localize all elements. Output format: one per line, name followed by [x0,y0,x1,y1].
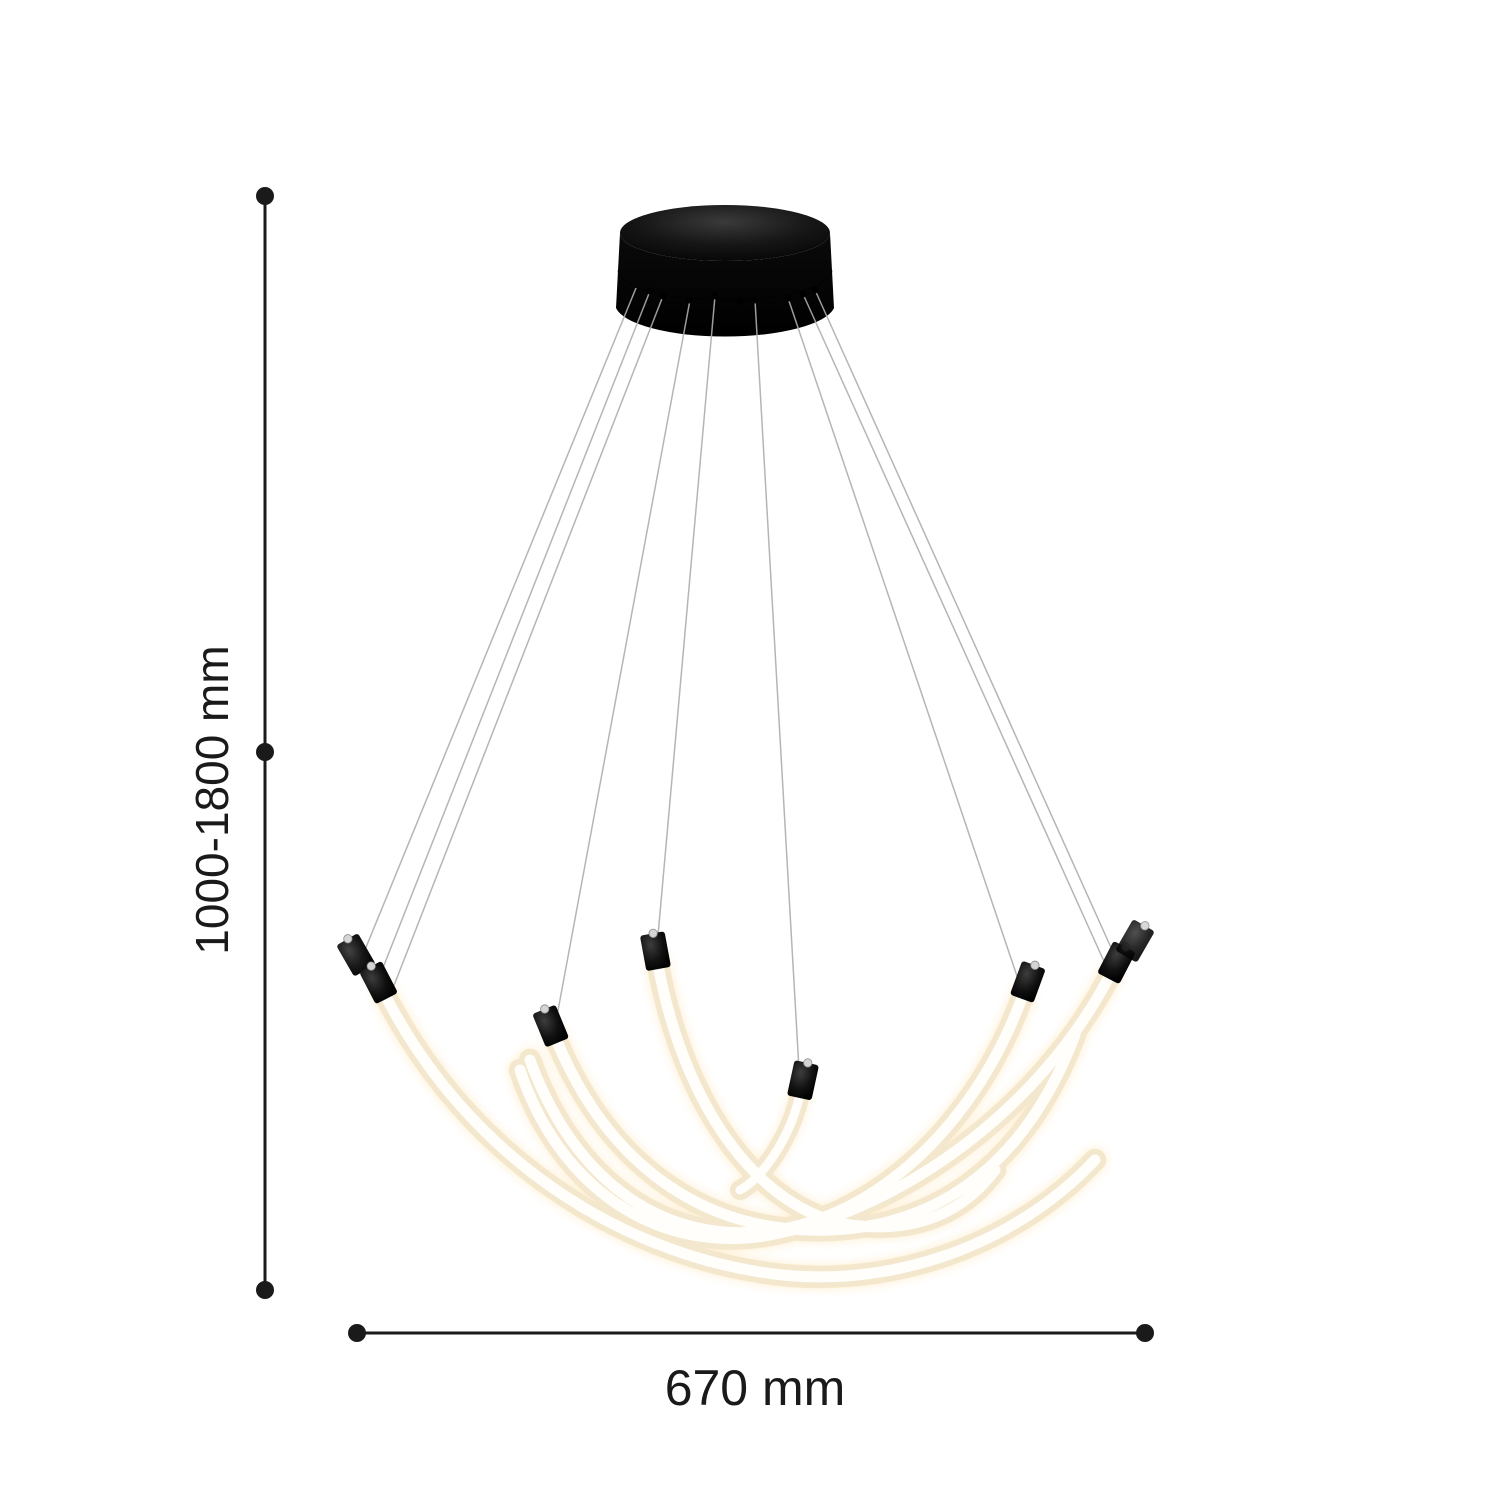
svg-text:670 mm: 670 mm [665,1360,846,1416]
svg-text:1000-1800 mm: 1000-1800 mm [186,645,238,954]
